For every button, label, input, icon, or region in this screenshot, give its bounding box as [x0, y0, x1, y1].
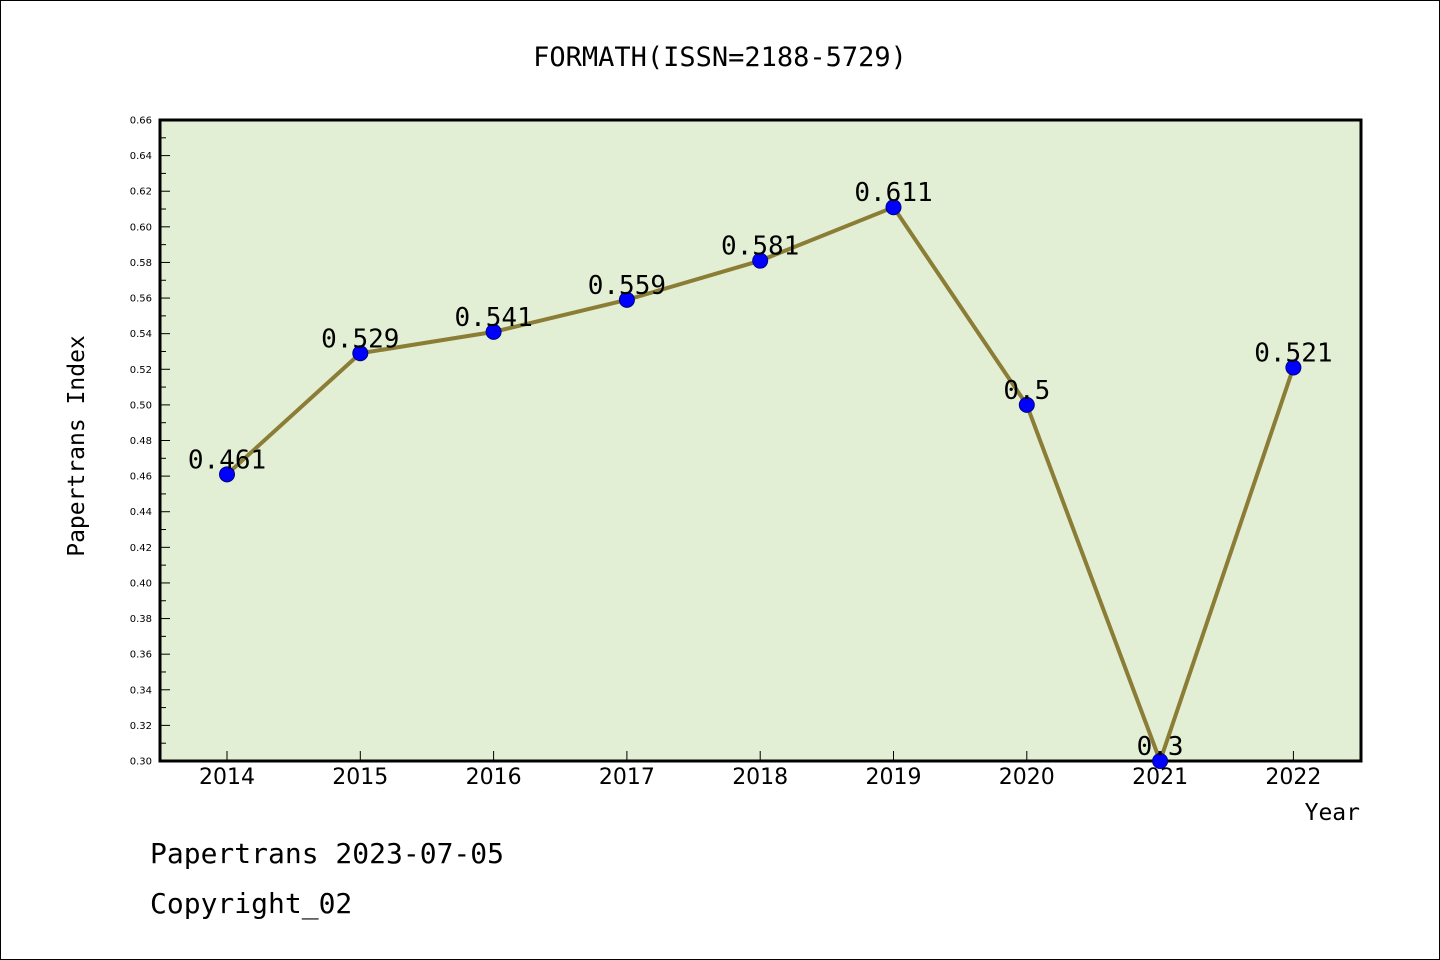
y-tick-label: 0.44: [130, 507, 152, 518]
data-point-marker: [1018, 396, 1035, 413]
y-tick-label: 0.38: [130, 614, 152, 625]
data-label: 0.541: [454, 303, 532, 333]
data-point-marker: [485, 323, 502, 340]
data-labels: 0.461 0.529 0.541 0.559 0.581 0.611 0.5 0.3 0.52…: [188, 178, 1333, 762]
data-label: 0.5: [1003, 376, 1050, 406]
x-tick-label: 2016: [466, 765, 522, 790]
data-point-marker: [752, 252, 769, 269]
footer-copyright: Copyright_02: [150, 887, 352, 921]
x-tick-label: 2015: [332, 765, 388, 790]
y-tick-label: 0.62: [130, 187, 152, 198]
y-tick-label: 0.54: [130, 329, 152, 340]
y-tick-label: 0.56: [130, 294, 152, 305]
data-point-marker: [1285, 359, 1302, 376]
data-label: 0.611: [854, 178, 932, 208]
data-point-marker: [885, 199, 902, 216]
x-axis-label: Year: [1305, 800, 1360, 826]
data-point-marker: [1152, 753, 1169, 769]
data-label: 0.581: [721, 232, 799, 262]
data-point-marker: [219, 466, 235, 483]
y-tick-label: 0.60: [130, 222, 152, 233]
x-tick-label: 2021: [1132, 765, 1188, 790]
data-label: 0.461: [188, 445, 266, 475]
y-tick-label: 0.48: [130, 436, 152, 447]
data-point-marker: [618, 291, 635, 308]
x-tick-label: 2020: [999, 765, 1055, 790]
y-tick-label: 0.50: [130, 400, 152, 411]
data-point-marker: [352, 345, 369, 362]
y-tick-label: 0.42: [130, 543, 152, 554]
y-tick-label: 0.52: [130, 365, 152, 376]
y-tick-label: 0.32: [130, 721, 152, 732]
x-tick-label: 2019: [866, 765, 922, 790]
data-label: 0.559: [588, 271, 666, 301]
y-tick-label: 0.66: [130, 116, 152, 127]
data-label: 0.529: [321, 324, 399, 354]
x-tick-label: 2018: [732, 765, 788, 790]
footer-date: Papertrans 2023-07-05: [150, 837, 504, 870]
data-label: 0.521: [1254, 338, 1332, 368]
y-axis-label: Papertrans Index: [64, 335, 90, 557]
chart-title: FORMATH(ISSN=2188-5729): [533, 42, 907, 73]
markers: [219, 199, 1302, 769]
plot-area: [158, 118, 1363, 763]
x-tick-label: 2014: [199, 765, 255, 790]
y-tick-label: 0.40: [130, 578, 152, 589]
y-tick-label: 0.46: [130, 472, 152, 483]
y-tick-label: 0.36: [130, 650, 152, 661]
data-label: 0.3: [1137, 732, 1184, 762]
y-tick-label: 0.58: [130, 258, 152, 269]
x-axis: 2014 2015 2016 2017 2018 2019 2020 2021 2022: [199, 751, 1321, 790]
y-axis: 0.30 0.32 0.34 0.36 0.38 0.40 0.42 0.44 0.46 0.48…: [130, 116, 170, 768]
x-tick-label: 2017: [599, 765, 655, 790]
y-tick-label: 0.30: [130, 757, 152, 768]
x-tick-label: 2022: [1265, 765, 1321, 790]
y-tick-label: 0.64: [130, 151, 152, 162]
y-tick-label: 0.34: [130, 685, 152, 696]
